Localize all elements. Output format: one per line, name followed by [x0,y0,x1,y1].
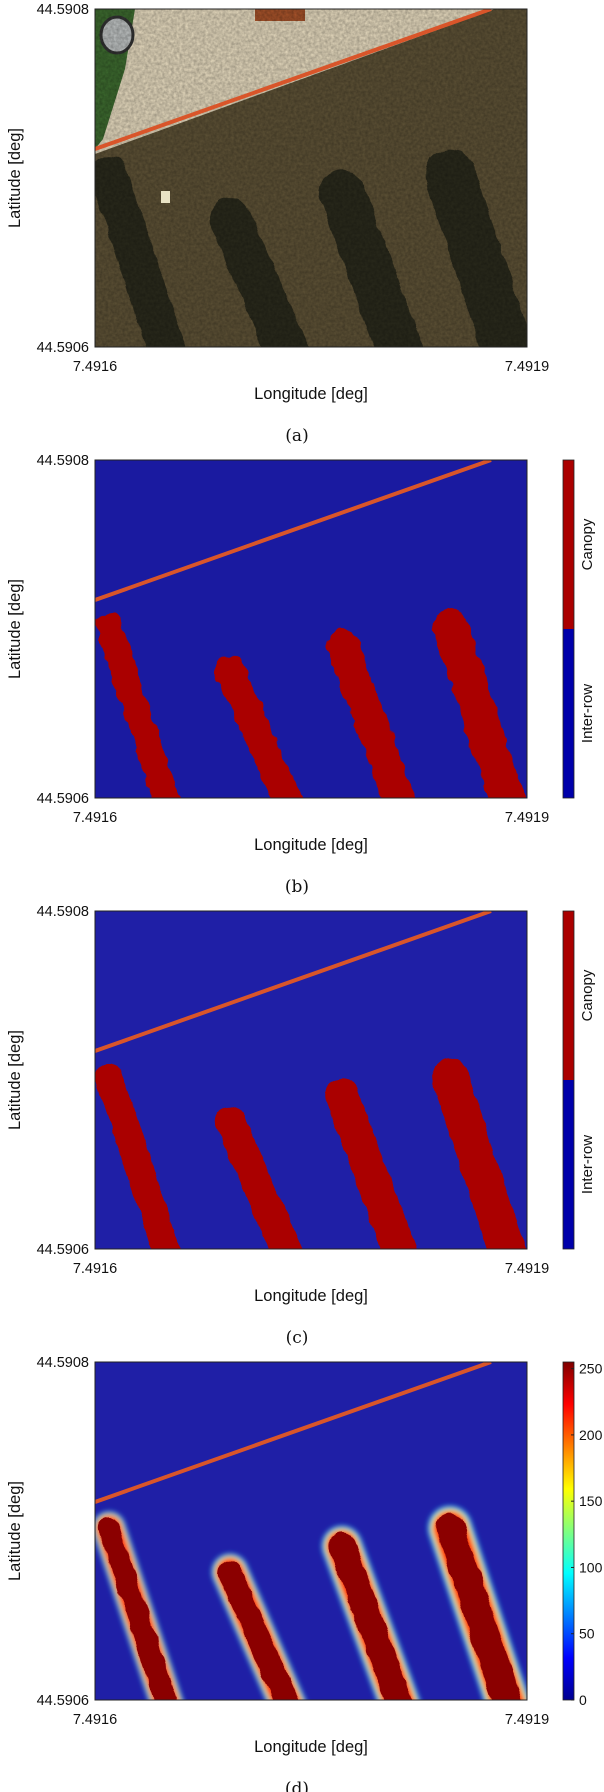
y-tick-label-top-1: 44.5908 [37,453,89,469]
canopy-row-tip-3 [325,1078,359,1112]
y-axis-label-1: Latitude [deg] [6,579,24,679]
canopy-row-tip-2 [214,1105,246,1137]
x-tick-label-left-3: 7.4916 [73,1712,117,1728]
x-axis-label-3: Longitude [deg] [254,1738,368,1756]
colorbar-tick-label-5: 250 [579,1361,603,1377]
panel-a: 44.5908 44.5906 7.4916 7.4919 Longitude [deg… [6,2,604,446]
y-tick-label-bottom-1: 44.5906 [37,791,89,807]
panel-caption-0: (a) [285,426,308,446]
canopy-row-2 [216,1114,303,1249]
panel-caption-3: (d) [285,1779,309,1792]
colorbar-canopy-2 [563,911,574,1080]
canopy-row-tip-1 [95,1063,123,1091]
image-area-3 [95,1362,604,1716]
canopy-row-2 [219,1567,299,1700]
canopy-row-4 [436,1523,522,1700]
canopy-row-1 [96,1072,181,1249]
gps-track-c [95,911,492,1053]
colorbar-label-interrow-1: Inter-row [579,684,596,743]
canopy-rows-c [95,1058,527,1249]
colorbar-tick-label-0: 0 [579,1692,587,1708]
canopy-row-3 [329,1541,413,1700]
canopy-row-4 [432,1071,527,1249]
canopy-row-1 [98,1524,177,1700]
gps-track-d [95,1362,492,1504]
canopy-row-5 [545,1505,604,1716]
colorbar-label-canopy-2: Canopy [579,969,596,1021]
canopy-rows-d [98,1506,604,1715]
image-area-1 [95,460,527,798]
canopy-row-3 [326,1089,417,1249]
canopy-row-5 [548,1506,604,1715]
x-axis-label-0: Longitude [deg] [254,385,368,403]
colorbar-tick-label-1: 50 [579,1626,595,1642]
x-tick-label-left-1: 7.4916 [73,810,117,826]
x-tick-label-right-3: 7.4919 [505,1712,549,1728]
colorbar-tick-label-2: 100 [579,1559,603,1575]
y-tick-label-top-0: 44.5908 [37,2,89,18]
canopy-row-5 [537,149,604,365]
gps-track-b [95,460,492,602]
x-tick-label-left-2: 7.4916 [73,1261,117,1277]
plot-frame-3 [94,1361,528,1701]
canopy-row-tip-4 [435,1513,465,1543]
colorbar-label-interrow-2: Inter-row [579,1135,596,1194]
colorbar-interrow-2 [563,1080,574,1249]
canopy-row-tip-1 [98,1517,120,1539]
y-tick-label-top-3: 44.5908 [37,1355,89,1371]
x-tick-label-right-2: 7.4919 [505,1261,549,1277]
colorbar-label-canopy-1: Canopy [579,518,596,570]
colorbar-frame-1 [562,459,575,799]
colorbar-tick-label-3: 150 [579,1493,603,1509]
y-tick-label-bottom-0: 44.5906 [37,340,89,356]
plot-frame-0 [94,8,528,348]
x-tick-label-right-0: 7.4919 [505,359,549,375]
x-tick-label-left-0: 7.4916 [73,359,117,375]
y-axis-label-2: Latitude [deg] [6,1030,24,1130]
target-marker [161,191,170,203]
image-area-0 [95,9,604,365]
canopy-row-tip-2 [215,655,245,685]
colorbar-frame-2 [562,910,575,1250]
canopy-row-tip-1 [96,613,122,639]
x-axis-label-1: Longitude [deg] [254,836,368,854]
colorbar-tick-label-4: 200 [579,1427,603,1443]
plot-frame-1 [94,459,528,799]
y-axis-label-3: Latitude [deg] [6,1481,24,1581]
colorbar-canopy-1 [563,460,574,629]
gps-track-a [95,9,492,151]
canopy-row-1 [96,621,180,798]
panel-d: 44.5908 44.5906 7.4916 7.4919 Longitude [deg… [6,1355,604,1792]
canopy-row-3 [327,638,416,798]
panel-caption-2: (c) [286,1328,309,1348]
canopy-row-tip-3 [328,1532,356,1560]
canopy-row-tip-2 [218,1560,242,1584]
y-axis-label-0: Latitude [deg] [6,128,24,228]
colorbar-gradient-3 [562,1361,575,1701]
panel-caption-1: (b) [285,877,309,897]
texture [95,9,527,347]
canopy-row-tip-5 [535,129,590,184]
colorbar-interrow-1 [563,629,574,798]
canopy-row-tip-4 [432,608,468,644]
y-tick-label-bottom-2: 44.5906 [37,1242,89,1258]
canopy-row-tip-3 [326,628,358,660]
canopy-row-2 [216,664,302,798]
canopy-row-tip-4 [431,1058,469,1096]
image-area-2 [95,911,527,1249]
plot-frame-2 [94,910,528,1250]
x-tick-label-right-1: 7.4919 [505,810,549,826]
panel-c: 44.5908 44.5906 7.4916 7.4919 Longitude [deg… [6,904,596,1348]
x-axis-label-2: Longitude [deg] [254,1287,368,1305]
y-tick-label-top-2: 44.5908 [37,904,89,920]
panel-b: 44.5908 44.5906 7.4916 7.4919 Longitude [deg… [6,453,596,897]
y-tick-label-bottom-3: 44.5906 [37,1693,89,1709]
canopy-row-4 [433,620,526,798]
canopy-rows-b [96,608,526,798]
